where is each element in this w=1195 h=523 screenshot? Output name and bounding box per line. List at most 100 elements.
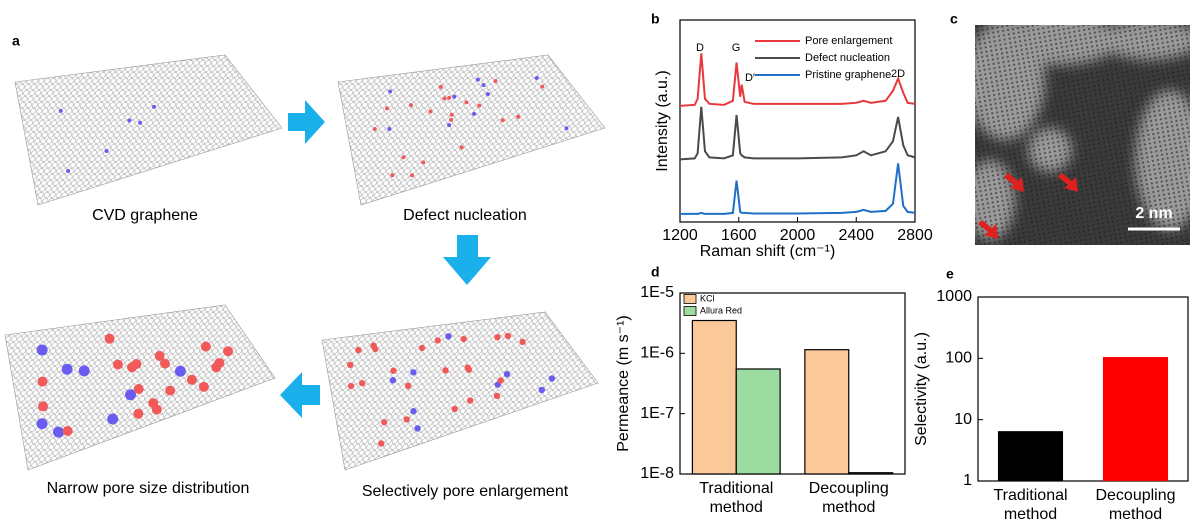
x-tick-label: 2800 — [897, 227, 933, 244]
x-tick-label: Traditional method — [993, 487, 1068, 523]
pore — [388, 89, 393, 94]
pore — [459, 145, 464, 150]
pore — [387, 126, 392, 131]
x-tick-label: Traditional method — [699, 480, 774, 516]
panel-label: d — [651, 264, 660, 280]
pore — [438, 84, 443, 89]
pore — [447, 123, 452, 128]
pore — [107, 413, 119, 425]
pore — [442, 367, 449, 374]
sheet — [321, 311, 599, 471]
pore — [449, 112, 454, 117]
panel-label: a — [12, 33, 20, 49]
pore — [127, 362, 138, 373]
pore — [519, 338, 526, 346]
pore — [449, 117, 454, 122]
plot-frame — [679, 19, 916, 223]
pore — [493, 392, 501, 400]
bar — [804, 349, 850, 475]
bar — [1102, 357, 1169, 481]
pore — [133, 384, 144, 395]
graphene-sheet — [4, 304, 276, 471]
pore — [370, 342, 377, 349]
pore — [467, 397, 474, 404]
x-axis-title: Raman shift (cm⁻¹) — [700, 243, 836, 260]
caption: Defect nucleation — [403, 207, 527, 224]
pore — [112, 359, 123, 370]
y-tick-label: 1E-8 — [640, 465, 674, 482]
panel-label: b — [651, 11, 660, 27]
pore — [355, 346, 362, 354]
plot-frame — [977, 296, 1189, 482]
pore — [347, 361, 354, 369]
pore — [127, 118, 132, 123]
pore — [497, 377, 504, 384]
pore — [347, 382, 355, 390]
spectrum-line — [679, 53, 916, 107]
pore — [414, 425, 421, 432]
pore — [410, 408, 417, 415]
pore — [159, 358, 170, 369]
pore — [401, 155, 406, 160]
pore — [223, 346, 234, 357]
sheet — [337, 54, 606, 206]
peak-label: D — [696, 42, 704, 54]
graphene-sheet — [337, 54, 606, 206]
pore — [186, 374, 197, 385]
caption: CVD graphene — [92, 207, 198, 224]
pore — [211, 362, 222, 373]
pore — [152, 104, 157, 109]
pore — [390, 173, 395, 178]
pore — [534, 75, 539, 80]
pore — [540, 84, 545, 89]
pore — [174, 365, 186, 377]
bar — [997, 431, 1064, 481]
pore — [62, 425, 73, 436]
pore — [37, 376, 48, 387]
y-tick-label: 100 — [945, 350, 972, 367]
pore — [538, 386, 545, 394]
pore — [464, 100, 469, 105]
peak-label: G — [732, 42, 741, 54]
legend-label: Pore enlargement — [805, 35, 892, 47]
legend-label: Pristine graphene — [805, 69, 891, 81]
pore — [421, 160, 426, 165]
pore — [385, 106, 390, 111]
pore — [403, 416, 410, 423]
pore — [409, 103, 414, 108]
pore — [133, 408, 144, 419]
graphene-sheet — [14, 54, 283, 206]
pore — [410, 173, 415, 178]
legend-label: KCl — [700, 293, 715, 303]
x-tick-label: 2400 — [838, 227, 874, 244]
pore — [378, 440, 385, 447]
y-axis-title: Selectivity (a.u.) — [913, 332, 930, 446]
x-tick-label: Decoupling method — [808, 480, 889, 516]
pore — [434, 337, 441, 344]
pore — [154, 350, 165, 361]
legend-label: Defect nucleation — [805, 52, 890, 64]
caption: Narrow pore size distribution — [47, 480, 250, 497]
pore — [138, 120, 143, 125]
pore — [104, 333, 115, 344]
pore — [503, 371, 511, 378]
y-tick-label: 1E-5 — [640, 284, 674, 301]
pore — [381, 419, 388, 426]
pore — [38, 401, 49, 412]
panel-label: e — [946, 266, 954, 282]
sheet — [14, 54, 283, 206]
plot-frame — [679, 292, 906, 475]
pore — [477, 103, 482, 108]
y-axis-title: Permeance (m s⁻¹) — [615, 315, 632, 451]
pore — [61, 363, 73, 375]
pore — [516, 114, 521, 119]
pore — [465, 366, 473, 373]
legend-swatch — [683, 294, 697, 304]
y-axis-title: Intensity (a.u.) — [654, 70, 671, 171]
pore — [198, 381, 209, 392]
panel-label: c — [950, 11, 958, 27]
graphene-sheet — [321, 311, 599, 471]
pore — [447, 95, 452, 100]
peak-label: D′ — [745, 72, 755, 84]
